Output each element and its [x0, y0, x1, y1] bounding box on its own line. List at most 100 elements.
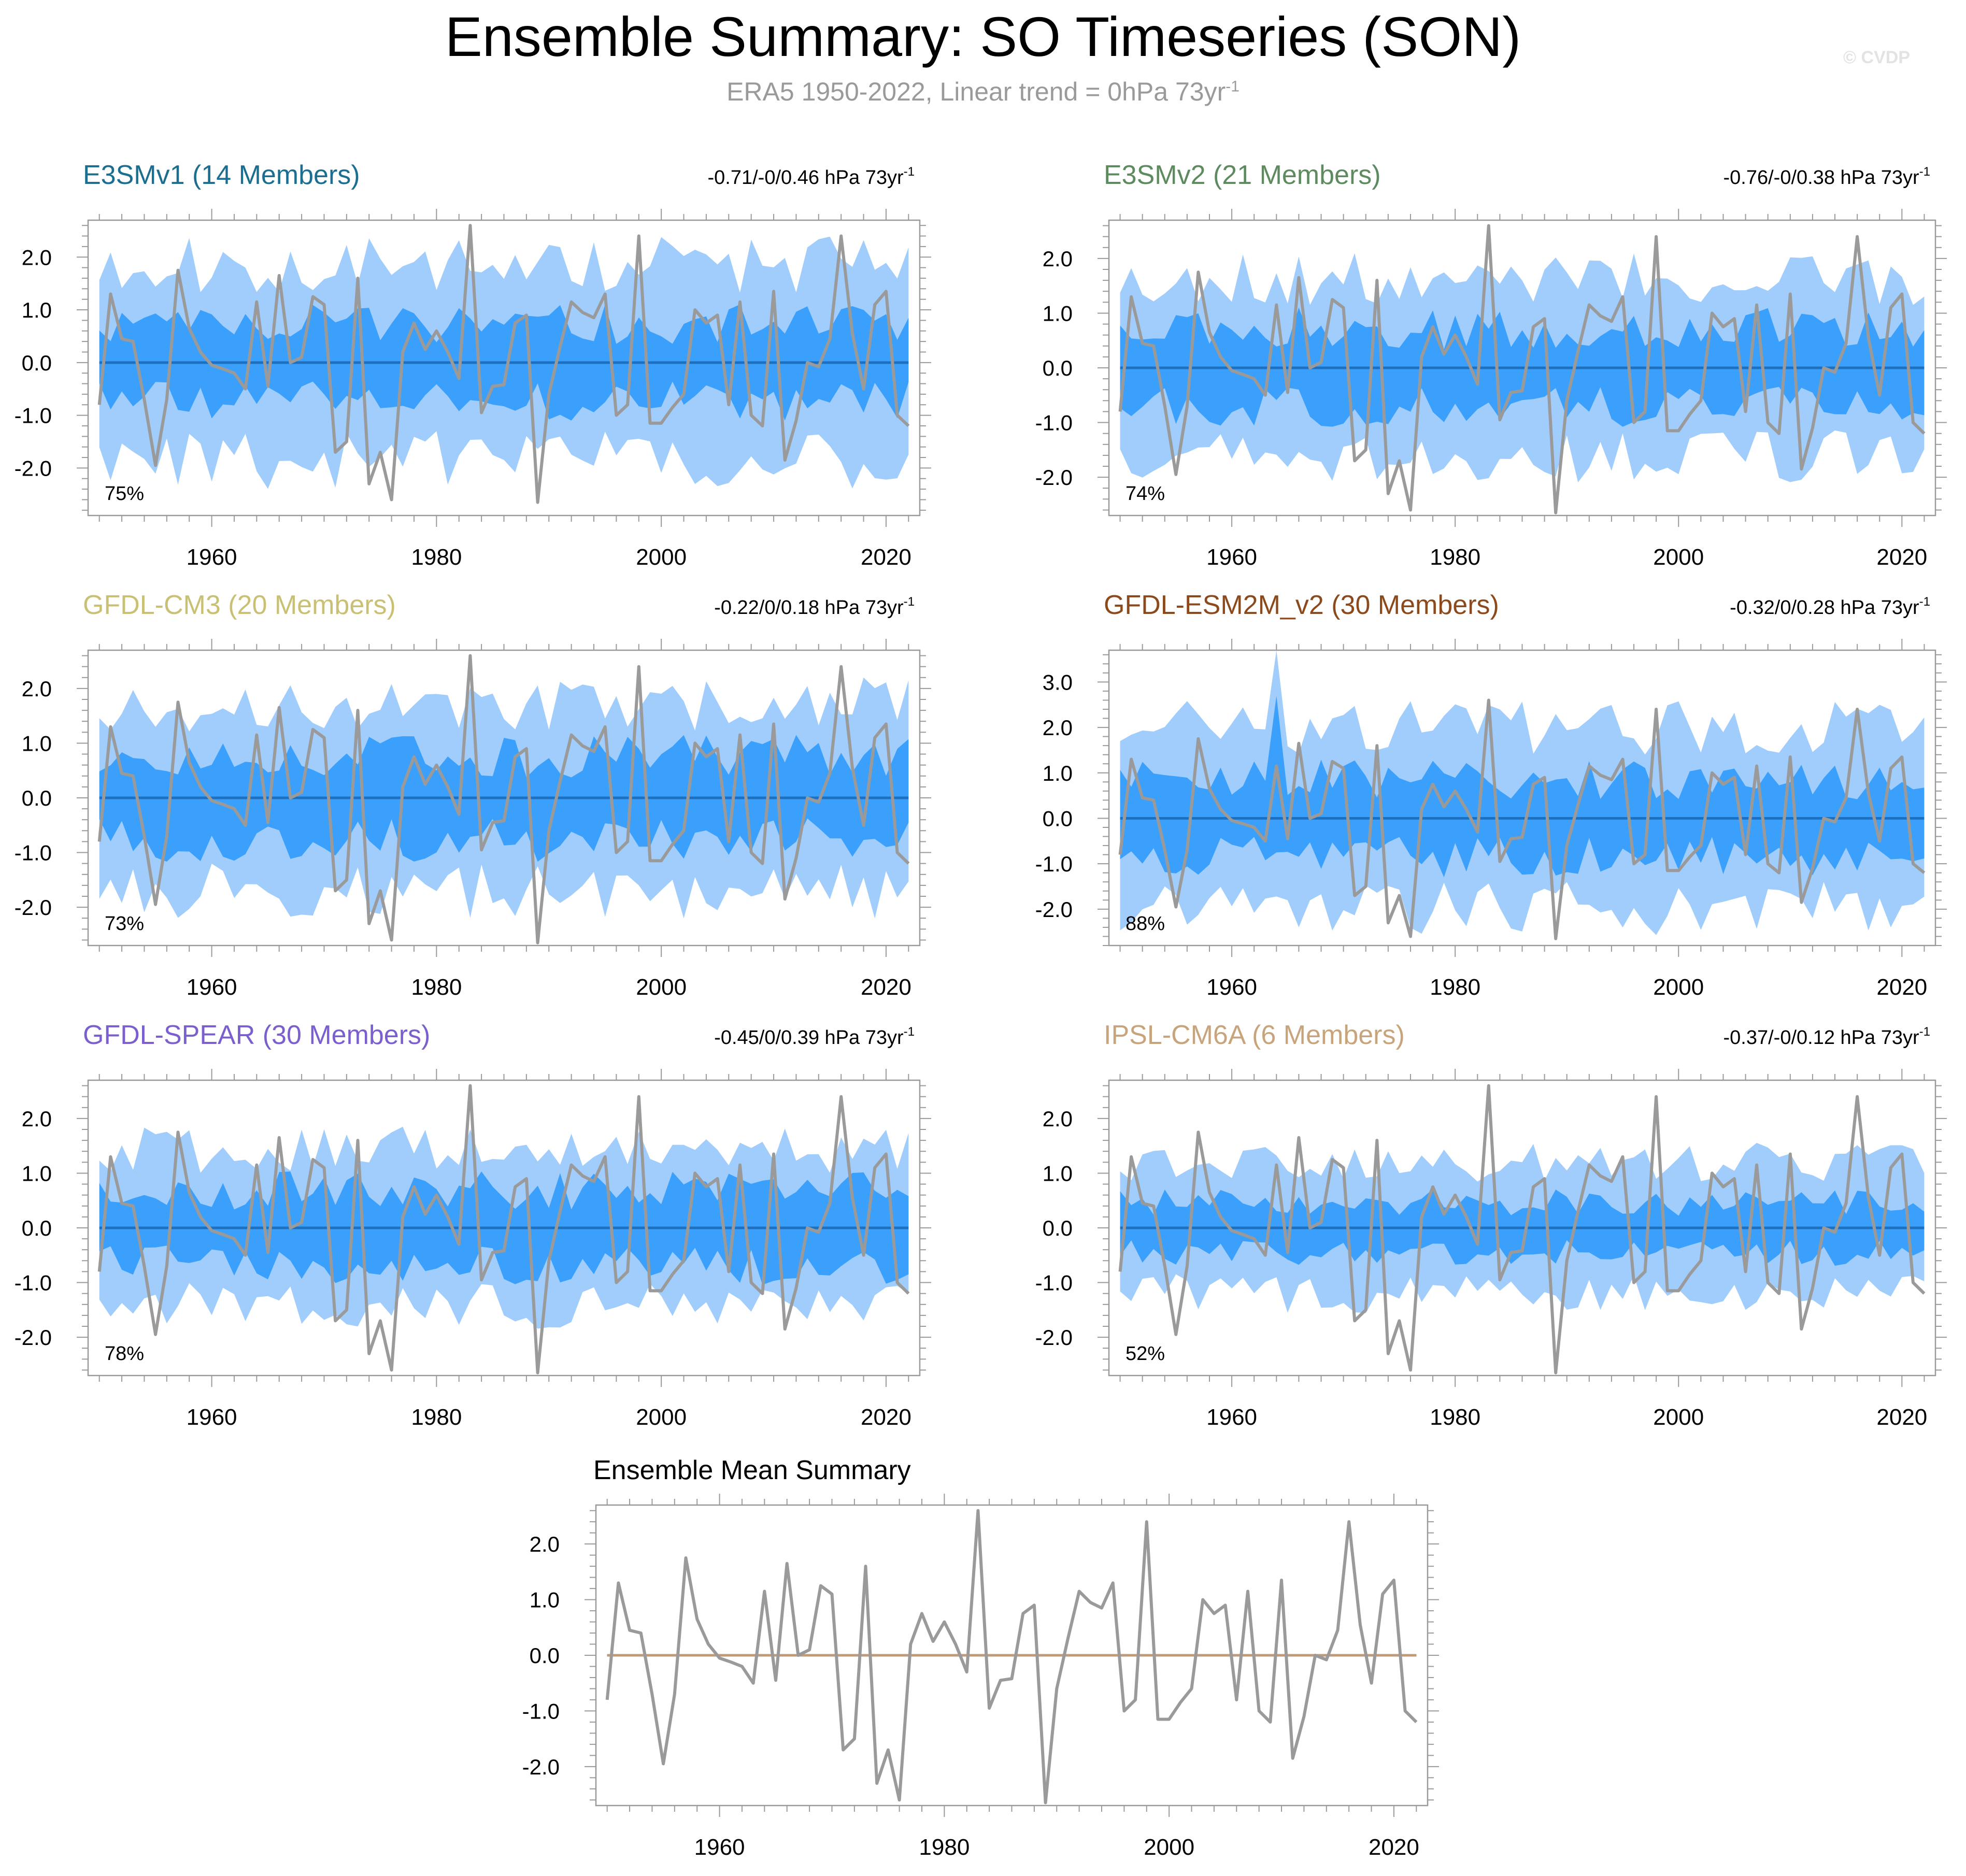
x-tick-label: 1960 — [1206, 1405, 1257, 1430]
x-tick-label: 2000 — [1144, 1835, 1194, 1860]
y-tick-label: 0.0 — [22, 786, 52, 810]
y-tick-label: -1.0 — [522, 1699, 560, 1723]
panel-title: E3SMv1 (14 Members) — [83, 160, 360, 190]
x-tick-label: 1960 — [187, 1405, 237, 1430]
x-tick-label: 2000 — [636, 545, 687, 570]
y-tick-label: 2.0 — [1043, 1107, 1073, 1131]
trend-range-text: -0.32/0/0.28 hPa 73yr — [1730, 597, 1919, 619]
x-tick-label: 2020 — [1876, 975, 1927, 1000]
y-tick-label: -1.0 — [1035, 852, 1073, 876]
observed-series-line — [97, 1084, 910, 1374]
y-tick-label: 0.0 — [1043, 356, 1073, 380]
panel-title: E3SMv2 (21 Members) — [1104, 160, 1381, 190]
y-tick-label: -1.0 — [15, 841, 52, 865]
x-tick-label: 1980 — [1430, 1405, 1480, 1430]
y-tick-label: -2.0 — [1035, 897, 1073, 922]
x-tick-label: 2020 — [861, 545, 911, 570]
y-tick-label: -1.0 — [1035, 411, 1073, 435]
x-tick-label: 2020 — [861, 1405, 911, 1430]
trend-range-label: -0.37/-0/0.12 hPa 73yr-1 — [1723, 1025, 1930, 1049]
y-tick-label: 2.0 — [22, 1107, 52, 1131]
trend-range-label: -0.32/0/0.28 hPa 73yr-1 — [1730, 595, 1930, 619]
y-tick-label: 1.0 — [22, 731, 52, 755]
panel-title: GFDL-CM3 (20 Members) — [83, 590, 396, 620]
observed-series-line — [97, 224, 910, 504]
x-tick-label: 2020 — [1876, 1405, 1927, 1430]
percent-rank-label: 78% — [105, 1343, 144, 1365]
x-tick-label: 2000 — [1653, 545, 1704, 570]
observed-series-line — [1118, 224, 1926, 514]
y-tick-label: 0.0 — [530, 1643, 560, 1668]
trend-range-exponent: -1 — [1919, 1025, 1930, 1039]
x-tick-label: 1980 — [411, 545, 462, 570]
subtitle: ERA5 1950-2022, Linear trend = 0hPa 73yr… — [0, 77, 1966, 107]
x-tick-label: 2020 — [1876, 545, 1927, 570]
subtitle-exponent: -1 — [1226, 78, 1240, 95]
y-tick-label: 0.0 — [1043, 806, 1073, 830]
y-tick-label: 2.0 — [530, 1532, 560, 1556]
trend-range-text: -0.37/-0/0.12 hPa 73yr — [1723, 1027, 1919, 1049]
panel-title: GFDL-SPEAR (30 Members) — [83, 1020, 430, 1050]
y-tick-label: 0.0 — [22, 1216, 52, 1240]
x-tick-label: 1960 — [694, 1835, 745, 1860]
x-tick-label: 2020 — [861, 975, 911, 1000]
x-tick-label: 1980 — [919, 1835, 970, 1860]
y-tick-label: -2.0 — [1035, 1325, 1073, 1350]
y-tick-label: -2.0 — [15, 456, 52, 480]
x-tick-label: 1980 — [411, 975, 462, 1000]
trend-range-text: -0.22/0/0.18 hPa 73yr — [714, 597, 904, 619]
y-tick-label: 2.0 — [22, 245, 52, 269]
trend-range-exponent: -1 — [1919, 165, 1930, 179]
main-title: Ensemble Summary: SO Timeseries (SON) — [445, 5, 1521, 68]
y-tick-label: -1.0 — [15, 404, 52, 428]
y-tick-label: 1.0 — [22, 1161, 52, 1185]
y-tick-label: -1.0 — [1035, 1271, 1073, 1295]
observed-series-line — [605, 1509, 1418, 1805]
trend-range-label: -0.71/-0/0.46 hPa 73yr-1 — [708, 165, 915, 189]
trend-range-exponent: -1 — [904, 165, 915, 179]
y-tick-label: 0.0 — [22, 351, 52, 375]
x-tick-label: 2020 — [1369, 1835, 1419, 1860]
y-tick-label: 1.0 — [1043, 301, 1073, 325]
percent-rank-label: 75% — [105, 483, 144, 505]
x-tick-label: 2000 — [636, 1405, 687, 1430]
observed-series-line — [1118, 1084, 1926, 1374]
percent-rank-label: 74% — [1126, 483, 1165, 505]
x-tick-label: 2000 — [636, 975, 687, 1000]
panel-title: GFDL-ESM2M_v2 (30 Members) — [1104, 590, 1499, 620]
trend-range-label: -0.22/0/0.18 hPa 73yr-1 — [714, 595, 915, 619]
y-tick-label: 2.0 — [1043, 715, 1073, 740]
trend-range-exponent: -1 — [904, 595, 915, 609]
x-tick-label: 1960 — [1206, 545, 1257, 570]
percent-rank-label: 88% — [1126, 913, 1165, 935]
y-tick-label: -2.0 — [15, 895, 52, 920]
y-tick-label: -2.0 — [15, 1325, 52, 1350]
x-tick-label: 1980 — [411, 1405, 462, 1430]
y-tick-label: -2.0 — [1035, 465, 1073, 490]
x-tick-label: 2000 — [1653, 975, 1704, 1000]
x-tick-label: 1960 — [187, 545, 237, 570]
y-tick-label: -1.0 — [15, 1271, 52, 1295]
trend-range-text: -0.76/-0/0.38 hPa 73yr — [1723, 167, 1919, 189]
y-tick-label: 1.0 — [530, 1588, 560, 1612]
subtitle-text: ERA5 1950-2022, Linear trend = 0hPa 73yr — [726, 77, 1226, 106]
x-tick-label: 2000 — [1653, 1405, 1704, 1430]
panel-title: Ensemble Mean Summary — [593, 1455, 911, 1485]
y-tick-label: 2.0 — [22, 677, 52, 701]
trend-range-exponent: -1 — [904, 1025, 915, 1039]
y-tick-label: 1.0 — [22, 298, 52, 322]
credit-watermark: © CVDP — [1843, 48, 1910, 67]
trend-range-exponent: -1 — [1919, 595, 1930, 609]
percent-rank-label: 73% — [105, 913, 144, 935]
y-tick-label: 0.0 — [1043, 1216, 1073, 1240]
y-tick-label: 3.0 — [1043, 670, 1073, 694]
x-tick-label: 1960 — [187, 975, 237, 1000]
spread-band-inner — [1120, 695, 1925, 878]
x-tick-label: 1960 — [1206, 975, 1257, 1000]
x-tick-label: 1980 — [1430, 975, 1480, 1000]
observed-series-line — [97, 654, 910, 944]
y-tick-label: 1.0 — [1043, 1161, 1073, 1185]
trend-range-label: -0.76/-0/0.38 hPa 73yr-1 — [1723, 165, 1930, 189]
y-tick-label: 1.0 — [1043, 761, 1073, 785]
